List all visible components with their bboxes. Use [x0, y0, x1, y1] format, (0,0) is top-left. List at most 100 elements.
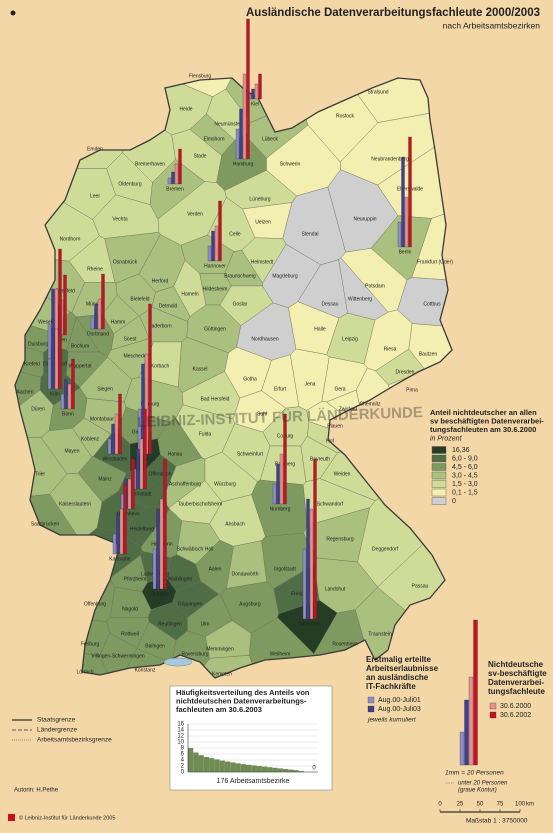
district-label: Schwäbisch Hall — [177, 546, 214, 552]
district-label: Regensburg — [326, 536, 353, 542]
district-bar — [97, 298, 102, 330]
permits-title: IT-Fachkräfte — [366, 682, 416, 691]
district-label: Tauberbischofsheim — [178, 501, 222, 507]
y-tick-label: 6 — [181, 752, 185, 758]
district-label: Heide — [179, 106, 192, 112]
histogram-bar — [240, 764, 246, 772]
district-label: Rottweil — [121, 631, 139, 637]
district-bar — [254, 83, 259, 100]
district-bar — [148, 303, 152, 455]
district-label: Montabaur — [90, 416, 114, 422]
district-label: Magdeburg — [272, 273, 298, 279]
histogram-bar — [256, 766, 262, 772]
district-label: Balingen — [145, 643, 165, 649]
district-bar — [242, 73, 247, 160]
legend-title: Anteil nichtdeutscher an allen — [430, 408, 537, 417]
boundary-label: Ländergrenze — [37, 727, 77, 734]
district-bar — [246, 18, 250, 160]
histogram-bar — [261, 766, 268, 772]
district-bar — [163, 458, 167, 590]
district-label: Freiburg — [81, 641, 100, 647]
histogram-bar — [209, 758, 215, 772]
district-label: Dessau — [322, 301, 339, 307]
small-note: (graue Kontur) — [458, 788, 497, 794]
district-label: Schwerin — [280, 161, 301, 167]
district-label: Leipzig — [342, 336, 358, 342]
district-label: Aachen — [17, 389, 34, 395]
legend-label: 1,5 - 3,0 — [452, 481, 478, 488]
district-bar — [63, 274, 67, 336]
district-label: Koblenz — [81, 436, 100, 442]
district-label: Plauen — [327, 423, 343, 429]
district-bar — [302, 548, 307, 620]
permits-note: jeweils kumuliert — [367, 717, 417, 724]
district-bar — [306, 498, 310, 620]
district-label: Mayen — [64, 448, 79, 454]
district-label: Ingolstadt — [274, 566, 296, 572]
district-label: Schwandorf — [317, 501, 344, 507]
district-label: Pforzheim — [124, 576, 147, 582]
district-label: Weiden — [334, 471, 351, 477]
district-bar — [47, 323, 52, 360]
district-label: Paderborn — [148, 323, 172, 329]
district-label: Kempten — [212, 671, 232, 677]
district-label: Augsburg — [239, 601, 261, 607]
district-bar — [114, 413, 119, 455]
y-tick-label: 12 — [177, 734, 184, 740]
district-label: Würzburg — [214, 481, 236, 487]
employees-label: 30.6.2002 — [500, 712, 531, 719]
district-bar — [218, 200, 222, 262]
district-label: Offenbach — [149, 471, 172, 477]
district-label: Erfurt — [274, 386, 287, 392]
district-bar — [178, 148, 182, 185]
district-label: Mainz — [98, 476, 112, 482]
district-bar — [404, 196, 409, 248]
permits-label: Aug.00-Juli01 — [378, 697, 421, 704]
district-label: Karlsruhe — [109, 556, 131, 562]
district-label: Meschede — [123, 353, 146, 359]
district-label: Verden — [187, 211, 203, 217]
district-label: Braunschweig — [224, 273, 256, 279]
y-tick-label: 4 — [181, 758, 185, 764]
district-bar — [67, 383, 72, 410]
district-label: Duisburg — [28, 341, 48, 347]
district-label: Kiel — [251, 101, 259, 107]
y-tick-label: 0 — [181, 770, 185, 776]
histogram-bar — [219, 760, 225, 772]
district-bar — [207, 245, 212, 262]
legend-label: 16,36 — [452, 447, 470, 454]
district-bar — [54, 328, 59, 390]
district-label: Bremen — [166, 186, 184, 192]
district-label: Freising — [291, 591, 309, 597]
district-label: Donauwörth — [232, 571, 259, 577]
district-bar — [397, 221, 402, 248]
district-label: Wiesbaden — [102, 456, 127, 462]
legend-swatch — [431, 488, 447, 497]
legend-title: sv beschäftigten Datenverarbei- — [430, 416, 544, 425]
histogram-bar — [282, 769, 289, 772]
boundary-label: Staatsgrenze — [37, 717, 76, 724]
district-label: Hof — [326, 438, 334, 444]
district-label: Kaiserslautern — [59, 501, 91, 507]
legend-label: 0 — [452, 498, 456, 505]
district-label: Wittenberg — [348, 296, 372, 302]
example-bar — [464, 699, 469, 766]
district-label: Lüneburg — [249, 196, 270, 202]
district-bar — [47, 358, 52, 390]
district-label: Wesel — [38, 319, 52, 325]
district-label: Hannover — [204, 263, 226, 269]
histogram-bar — [224, 761, 231, 772]
district-bar — [90, 316, 95, 330]
legend-swatch — [431, 471, 447, 480]
district-bar — [258, 73, 262, 100]
district-label: Jena — [305, 381, 316, 387]
legend-label: 0,1 - 1,5 — [452, 489, 478, 496]
district-bar — [101, 273, 105, 330]
district-label: Göppingen — [178, 601, 203, 607]
histogram-bar — [193, 752, 199, 772]
district-label: Soest — [124, 336, 137, 342]
district-bar — [313, 458, 317, 620]
scale-tick-label: 25 — [457, 802, 464, 808]
district-label: Düren — [31, 406, 45, 412]
